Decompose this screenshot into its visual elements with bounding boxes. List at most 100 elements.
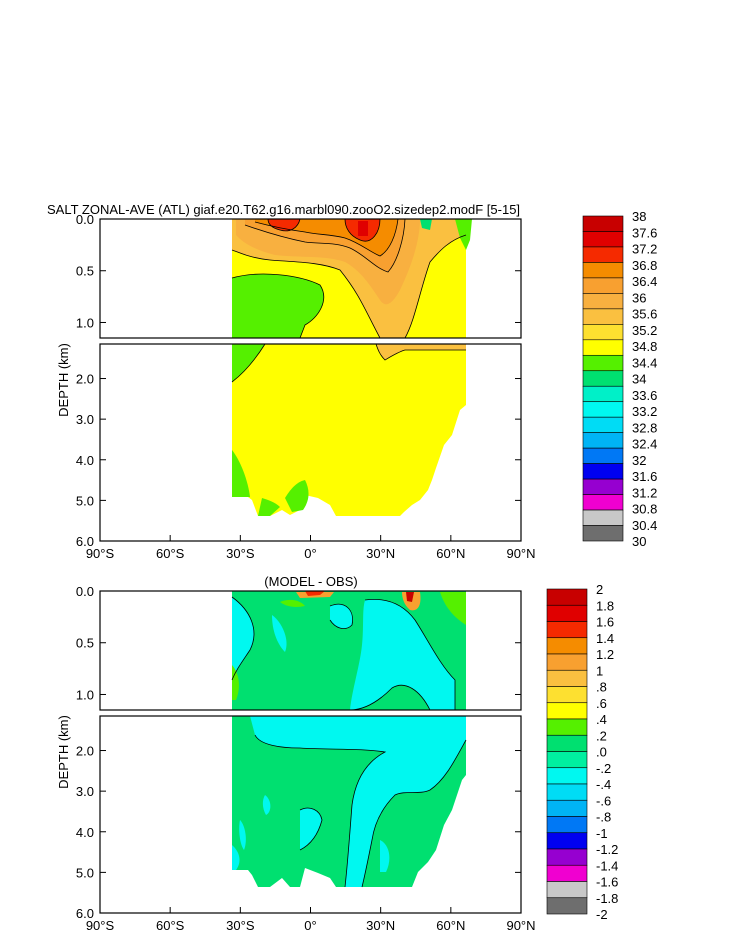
- colorbar-label: 30: [632, 534, 646, 549]
- x-tick-label: 30°N: [366, 918, 395, 933]
- colorbar-label: .6: [596, 696, 607, 711]
- colorbar-label: .4: [596, 712, 607, 727]
- y-tick-label: 0.0: [76, 212, 94, 227]
- upper-panel-frame: [99, 590, 522, 711]
- colorbar-box: [582, 231, 624, 248]
- y-tick-label: 0.5: [76, 264, 94, 279]
- colorbar-label: 1.6: [596, 615, 614, 630]
- salt-zonal-chart: SALT ZONAL-AVE (ATL) giaf.e20.T62.g16.ma…: [47, 202, 657, 561]
- colorbar-box: [582, 370, 624, 387]
- x-tick-label: 30°S: [226, 546, 255, 561]
- colorbar-label: 32: [632, 453, 646, 468]
- y-tick-label: 0.5: [76, 636, 94, 651]
- colorbar-box: [546, 718, 588, 736]
- colorbar-box: [582, 308, 624, 325]
- colorbar-label: .8: [596, 680, 607, 695]
- colorbar-box: [546, 637, 588, 655]
- colorbar-box: [546, 848, 588, 866]
- colorbar-box: [546, 604, 588, 622]
- x-tick-label: 90°S: [86, 546, 115, 561]
- upper-panel-fill: [232, 219, 472, 338]
- y-tick-label: 6.0: [76, 906, 94, 921]
- chart-title: (MODEL - OBS): [264, 574, 357, 589]
- x-tick-label: 0°: [304, 918, 316, 933]
- colorbar-box: [582, 416, 624, 433]
- colorbar-label: -1.4: [596, 858, 618, 873]
- salt-axes: 90°S 60°S 30°S 0° 30°N 60°N 90°N 0.0 0.5 1.0 2.0 3.…: [76, 212, 536, 561]
- colorbar-label: -1: [596, 826, 608, 841]
- colorbar-box: [582, 509, 624, 526]
- y-axis-label: DEPTH (km): [56, 715, 71, 789]
- colorbar-box: [546, 881, 588, 899]
- colorbar-label: 35.2: [632, 323, 657, 338]
- colorbar-label: -1.8: [596, 891, 618, 906]
- y-tick-label: 1.0: [76, 315, 94, 330]
- colorbar-label: 2: [596, 582, 603, 597]
- y-tick-label: 2.0: [76, 372, 94, 387]
- colorbar-label: 31.6: [632, 469, 657, 484]
- colorbar-box: [582, 478, 624, 495]
- colorbar-label: 1.8: [596, 598, 614, 613]
- y-tick-label: 5.0: [76, 493, 94, 508]
- colorbar-box: [546, 653, 588, 671]
- y-tick-label: 6.0: [76, 534, 94, 549]
- lower-panel-fill: [232, 344, 466, 516]
- colorbar-box: [546, 621, 588, 639]
- y-tick-label: 2.0: [76, 744, 94, 759]
- colorbar-label: 1: [596, 663, 603, 678]
- colorbar-label: -1.2: [596, 842, 618, 857]
- model-minus-obs-chart: (MODEL - OBS): [56, 574, 618, 933]
- x-tick-label: 30°N: [366, 546, 395, 561]
- lower-panel-fill: [232, 716, 466, 887]
- colorbar-box: [582, 401, 624, 418]
- x-tick-label: 60°N: [436, 546, 465, 561]
- colorbar-label: 32.4: [632, 437, 657, 452]
- colorbar-label: .0: [596, 745, 607, 760]
- y-axis-label: DEPTH (km): [56, 343, 71, 417]
- x-tick-label: 90°S: [86, 918, 115, 933]
- colorbar-label: 37.2: [632, 242, 657, 257]
- colorbar-box: [582, 463, 624, 480]
- salt-colorbar: 3837.637.236.836.43635.635.234.834.43433…: [582, 209, 657, 549]
- x-tick-label: 60°S: [156, 918, 185, 933]
- colorbar-label: 1.2: [596, 647, 614, 662]
- y-tick-label: 4.0: [76, 453, 94, 468]
- colorbar-label: 30.4: [632, 518, 657, 533]
- colorbar-label: 33.2: [632, 404, 657, 419]
- colorbar-label: -.4: [596, 777, 611, 792]
- colorbar-label: 36.8: [632, 258, 657, 273]
- y-tick-label: 3.0: [76, 784, 94, 799]
- colorbar-box: [546, 702, 588, 720]
- colorbar-box: [546, 751, 588, 769]
- colorbar-box: [582, 494, 624, 511]
- y-tick-label: 1.0: [76, 687, 94, 702]
- colorbar-box: [582, 246, 624, 263]
- difference-axes: 90°S 60°S 30°S 0° 30°N 60°N 90°N 0.0 0.5 1.0 2.0 3.…: [76, 584, 536, 933]
- colorbar-box: [546, 864, 588, 882]
- colorbar-label: 36.4: [632, 274, 657, 289]
- colorbar-label: 31.2: [632, 485, 657, 500]
- x-tick-label: 30°S: [226, 918, 255, 933]
- y-tick-label: 0.0: [76, 584, 94, 599]
- colorbar-label: -.8: [596, 810, 611, 825]
- colorbar-box: [582, 354, 624, 372]
- colorbar-label: 32.8: [632, 420, 657, 435]
- colorbar-label: 34: [632, 372, 646, 387]
- colorbar-label: 30.8: [632, 502, 657, 517]
- colorbar-box: [546, 686, 588, 704]
- x-tick-label: 0°: [304, 546, 316, 561]
- y-tick-label: 4.0: [76, 825, 94, 840]
- colorbar-box: [546, 588, 588, 606]
- colorbar-box: [582, 215, 624, 232]
- colorbar-box: [582, 432, 624, 449]
- colorbar-box: [546, 897, 588, 915]
- colorbar-label: -.2: [596, 761, 611, 776]
- colorbar-box: [582, 277, 624, 294]
- x-tick-label: 90°N: [506, 918, 535, 933]
- colorbar-box: [546, 832, 588, 850]
- colorbar-label: -2: [596, 907, 608, 922]
- colorbar-label: 36: [632, 290, 646, 305]
- x-tick-label: 60°N: [436, 918, 465, 933]
- colorbar-label: 33.6: [632, 388, 657, 403]
- x-tick-label: 60°S: [156, 546, 185, 561]
